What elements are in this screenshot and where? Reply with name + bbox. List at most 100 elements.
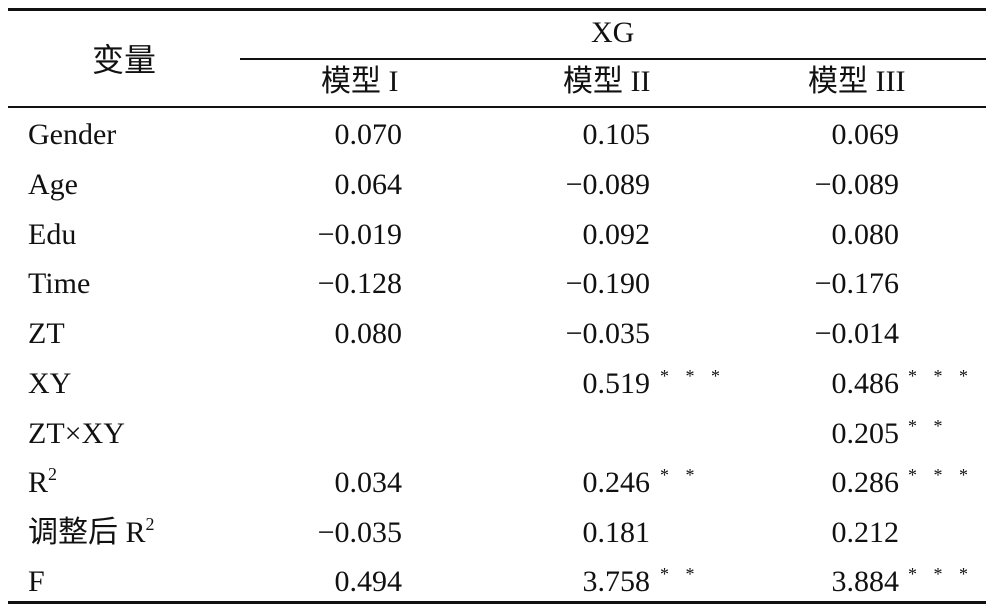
cell-model-1: 0.064 — [298, 168, 403, 201]
row-label-text: ZT — [28, 317, 65, 350]
cell-value: −0.014 — [814, 317, 899, 350]
row-label-text: XY — [28, 367, 72, 400]
significance-stars: * * — [660, 564, 701, 584]
row-label: R2 — [28, 465, 57, 499]
cell-value: 0.246 — [582, 466, 651, 499]
row-label-text: Time — [28, 267, 91, 300]
table-row: Time −0.128 −0.190 −0.176 — [8, 259, 986, 309]
table-row: Age 0.064 −0.089 −0.089 — [8, 160, 986, 210]
cell-value: 0.105 — [582, 118, 651, 151]
table-row: Gender 0.070 0.105 0.069 — [8, 110, 986, 160]
cell-value: 0.486 — [831, 367, 900, 400]
row-label-superscript: 2 — [48, 464, 58, 484]
table-row: 调整后 R2 −0.035 0.181 0.212 — [8, 508, 986, 558]
cell-model-1: 0.034 — [298, 466, 403, 499]
cell-value: −0.190 — [565, 267, 650, 300]
group-underline — [240, 58, 986, 60]
bottom-rule — [8, 601, 986, 604]
row-label-superscript: 2 — [145, 514, 155, 534]
cell-model-1: 0.494 — [298, 565, 403, 598]
cell-model-2: 0.092 — [546, 218, 651, 251]
row-label: XY — [28, 369, 71, 399]
cell-value: 3.884 — [831, 565, 900, 598]
cell-model-2: −0.035 — [546, 319, 650, 349]
cell-model-2: −0.190 — [546, 269, 650, 299]
cell-value: 0.064 — [334, 168, 403, 201]
cell-value: 0.181 — [582, 516, 651, 549]
cell-model-3: 0.286 * * * — [795, 466, 969, 499]
row-label: Time — [28, 269, 90, 299]
cell-value: 0.092 — [582, 218, 651, 251]
header-rule — [8, 106, 986, 108]
cell-model-1 — [298, 369, 402, 399]
cell-model-1: 0.080 — [298, 317, 403, 350]
row-label: Edu — [28, 220, 76, 250]
cell-model-3: 0.069 — [795, 118, 900, 151]
cell-value: 0.494 — [334, 565, 403, 598]
cell-model-3: 0.486 * * * — [795, 367, 969, 400]
cell-model-1: −0.035 — [298, 518, 402, 548]
cell-value: −0.176 — [814, 267, 899, 300]
cell-value: 0.080 — [334, 317, 403, 350]
cell-model-1: −0.128 — [298, 269, 402, 299]
row-label-text: 调整后 R — [28, 516, 146, 549]
cell-model-2: 0.181 — [546, 516, 651, 549]
cell-value: 0.080 — [831, 218, 900, 251]
cell-model-2: 0.519 * * * — [546, 367, 721, 399]
row-label-text: Edu — [28, 218, 77, 251]
cell-model-2 — [546, 419, 650, 449]
cell-model-2: −0.089 — [546, 170, 650, 200]
row-label-text: ZT×XY — [28, 417, 125, 450]
significance-stars: * * * — [660, 366, 726, 386]
row-label: ZT — [28, 319, 65, 349]
row-label-text: R — [28, 466, 49, 499]
header-model-3: 模型 III — [808, 65, 906, 98]
table-row: XY 0.519 * * * 0.486 * * * — [8, 359, 986, 409]
row-label: Age — [28, 170, 78, 200]
row-label-text: Age — [28, 168, 78, 201]
cell-model-3: 3.884 * * * — [795, 565, 969, 598]
table-row: ZT 0.080 −0.035 −0.014 — [8, 309, 986, 359]
cell-model-3: −0.014 — [795, 319, 899, 349]
cell-value: 0.205 — [831, 417, 900, 450]
table-row: F 0.494 3.758 * * 3.884 * * * — [8, 557, 986, 607]
row-label-text: Gender — [28, 118, 117, 151]
significance-stars: * * * — [908, 564, 974, 584]
cell-model-2: 0.246 * * — [546, 466, 695, 499]
cell-value: 0.069 — [831, 118, 900, 151]
cell-model-3: 0.212 — [795, 516, 900, 549]
cell-value: 0.034 — [334, 466, 403, 499]
header-variable: 变量 — [92, 42, 157, 78]
cell-value: 0.212 — [831, 516, 900, 549]
cell-model-1 — [298, 419, 402, 449]
cell-value: −0.035 — [317, 516, 402, 549]
cell-value: 0.070 — [334, 118, 403, 151]
top-rule — [8, 8, 986, 11]
row-label-text: F — [28, 565, 45, 598]
cell-model-1: 0.070 — [298, 118, 403, 151]
cell-model-3: −0.176 — [795, 269, 899, 299]
significance-stars: * * * — [908, 465, 974, 485]
cell-model-2: 0.105 — [546, 118, 651, 151]
cell-value: 0.286 — [831, 466, 900, 499]
cell-value: −0.035 — [565, 317, 650, 350]
cell-value: −0.089 — [814, 168, 899, 201]
cell-value: −0.019 — [317, 218, 402, 251]
significance-stars: * * — [908, 416, 949, 436]
row-label: F — [28, 567, 45, 597]
significance-stars: * * — [660, 465, 701, 485]
table-row: Edu −0.019 0.092 0.080 — [8, 210, 986, 260]
row-label: 调整后 R2 — [28, 515, 155, 549]
significance-stars: * * * — [908, 366, 974, 386]
cell-model-3: 0.205 * * — [795, 417, 943, 450]
cell-model-3: −0.089 — [795, 170, 899, 200]
cell-model-2: 3.758 * * — [546, 565, 695, 598]
cell-model-1: −0.019 — [298, 220, 402, 250]
regression-table: 变量 XG 模型 I 模型 II 模型 III Gender 0.070 0.105… — [8, 0, 986, 608]
cell-value: −0.128 — [317, 267, 402, 300]
header-model-1: 模型 I — [321, 65, 399, 98]
table-row: ZT×XY 0.205 * * — [8, 409, 986, 459]
cell-value: 3.758 — [582, 565, 651, 598]
table-row: R2 0.034 0.246 * * 0.286 * * * — [8, 458, 986, 508]
cell-value: −0.089 — [565, 168, 650, 201]
